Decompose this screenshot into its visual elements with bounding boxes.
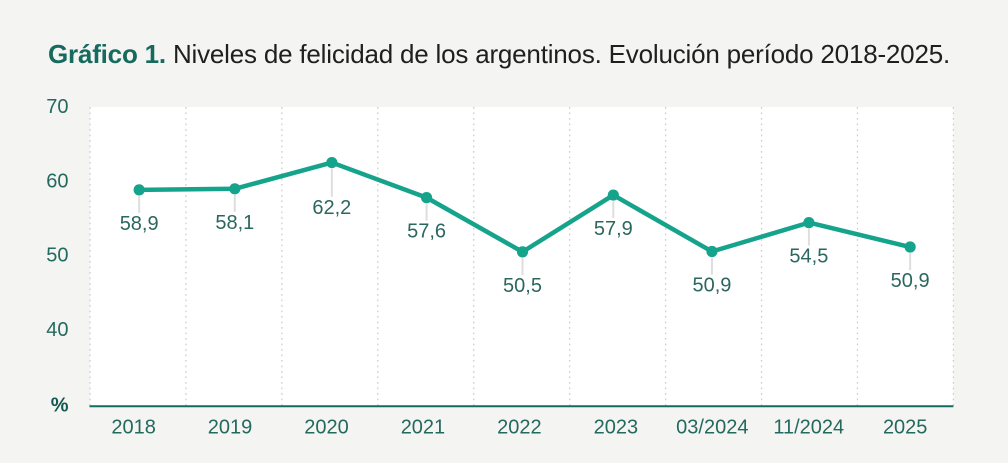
- x-tick-label: 2020: [304, 417, 349, 439]
- y-tick-label: 40: [46, 319, 68, 341]
- data-point-marker: [706, 245, 718, 258]
- data-point-marker: [607, 189, 619, 201]
- x-tick-label: 2025: [883, 417, 928, 439]
- data-point-marker: [803, 217, 815, 229]
- data-point-marker: [229, 183, 241, 195]
- x-tick-label: 2019: [208, 417, 253, 439]
- x-tick-label: 2022: [497, 417, 542, 439]
- data-point-marker: [326, 156, 338, 169]
- y-tick-label: 70: [46, 96, 68, 118]
- chart-title-accent: Gráfico 1.: [48, 39, 166, 69]
- data-label: 57,6: [407, 221, 446, 243]
- data-label: 50,5: [503, 275, 542, 297]
- x-tick-label: 2021: [401, 417, 446, 439]
- y-axis-unit-label: %: [51, 395, 69, 417]
- data-label: 58,9: [120, 213, 159, 235]
- x-tick-label: 11/2024: [773, 417, 844, 439]
- data-label: 58,1: [215, 212, 254, 234]
- data-point-marker: [420, 192, 433, 204]
- chart-title: Gráfico 1. Niveles de felicidad de los a…: [48, 39, 950, 70]
- data-label: 54,5: [789, 246, 828, 268]
- data-label: 50,9: [891, 270, 930, 292]
- data-point-marker: [516, 246, 529, 258]
- x-tick-label: 03/2024: [676, 417, 748, 439]
- x-tick-label: 2023: [594, 417, 639, 439]
- y-tick-label: 50: [46, 245, 68, 267]
- data-label: 57,9: [594, 218, 633, 240]
- y-tick-label: 60: [46, 170, 68, 192]
- x-tick-label: 2018: [111, 417, 156, 439]
- data-label: 62,2: [312, 197, 351, 219]
- data-point-marker: [904, 241, 916, 253]
- chart-title-body: Niveles de felicidad de los argentinos. …: [165, 39, 950, 69]
- data-label: 50,9: [692, 275, 731, 297]
- data-point-marker: [133, 184, 145, 196]
